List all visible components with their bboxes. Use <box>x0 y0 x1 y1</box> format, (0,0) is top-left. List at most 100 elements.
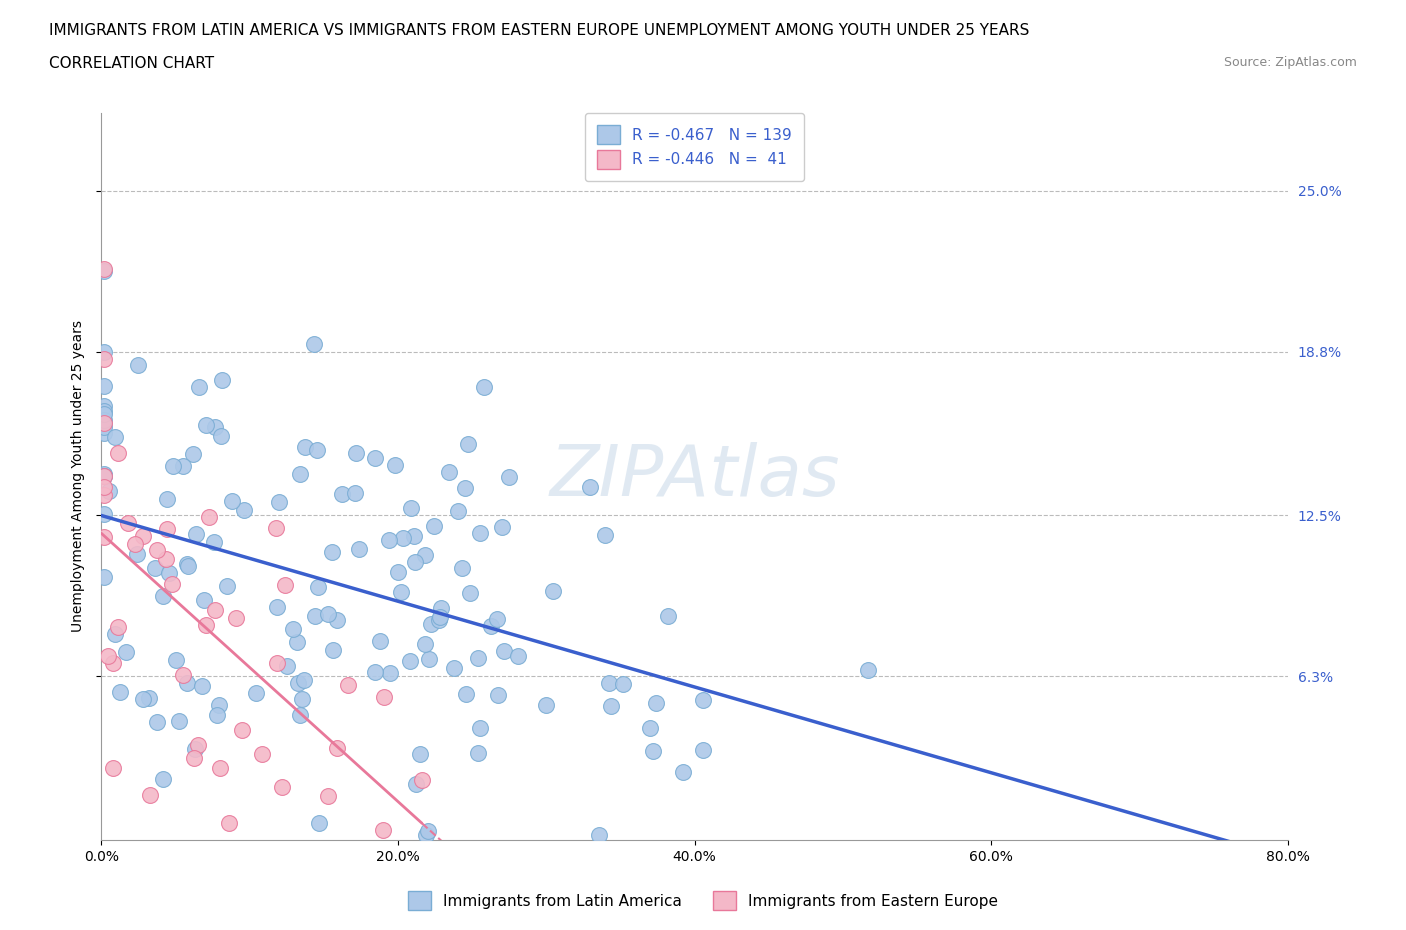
Point <box>132 692 155 707</box>
Point <box>209 429 232 444</box>
Point <box>318 607 340 622</box>
Point <box>491 519 513 534</box>
Point <box>266 656 288 671</box>
Point <box>231 723 253 737</box>
Point <box>285 634 308 649</box>
Point <box>93 507 115 522</box>
Point <box>384 458 406 472</box>
Point <box>322 643 344 658</box>
Point <box>187 737 209 752</box>
Point <box>373 690 395 705</box>
Point <box>204 603 226 618</box>
Point <box>672 765 695 780</box>
Point <box>378 533 401 548</box>
Point <box>93 263 115 278</box>
Point <box>93 479 115 494</box>
Text: IMMIGRANTS FROM LATIN AMERICA VS IMMIGRANTS FROM EASTERN EUROPE UNEMPLOYMENT AMO: IMMIGRANTS FROM LATIN AMERICA VS IMMIGRA… <box>49 23 1029 38</box>
Point <box>454 686 477 701</box>
Point <box>443 660 465 675</box>
Point <box>692 692 714 707</box>
Point <box>416 823 439 838</box>
Point <box>198 510 221 525</box>
Point <box>195 618 218 632</box>
Point <box>308 816 330 830</box>
Point <box>93 466 115 481</box>
Point <box>657 609 679 624</box>
Point <box>371 823 394 838</box>
Point <box>193 592 215 607</box>
Point <box>307 579 329 594</box>
Point <box>177 558 200 573</box>
Point <box>485 611 508 626</box>
Point <box>291 692 314 707</box>
Point <box>204 419 226 434</box>
Point <box>156 491 179 506</box>
Point <box>97 484 120 498</box>
Point <box>146 543 169 558</box>
Point <box>541 583 564 598</box>
Point <box>321 545 343 560</box>
Point <box>415 636 437 651</box>
Point <box>101 760 124 775</box>
Point <box>343 485 366 500</box>
Point <box>202 534 225 549</box>
Point <box>191 679 214 694</box>
Point <box>266 599 288 614</box>
Point <box>498 470 520 485</box>
Point <box>181 446 204 461</box>
Point <box>392 530 415 545</box>
Point <box>294 440 316 455</box>
Point <box>645 695 668 710</box>
Point <box>93 352 115 366</box>
Point <box>409 747 432 762</box>
Text: ZIPAtlas: ZIPAtlas <box>550 442 839 511</box>
Point <box>93 469 115 484</box>
Point <box>152 589 174 604</box>
Point <box>103 656 125 671</box>
Point <box>856 663 879 678</box>
Point <box>402 529 425 544</box>
Point <box>194 418 217 432</box>
Point <box>451 560 474 575</box>
Point <box>447 503 470 518</box>
Point <box>165 653 187 668</box>
Point <box>486 687 509 702</box>
Point <box>183 751 205 765</box>
Point <box>93 344 115 359</box>
Point <box>93 469 115 484</box>
Point <box>292 673 315 688</box>
Point <box>330 486 353 501</box>
Point <box>176 675 198 690</box>
Point <box>267 494 290 509</box>
Point <box>184 527 207 542</box>
Point <box>208 698 231 712</box>
Point <box>389 585 412 600</box>
Point <box>411 773 433 788</box>
Point <box>107 446 129 461</box>
Point <box>264 520 287 535</box>
Point <box>692 743 714 758</box>
Point <box>107 619 129 634</box>
Point <box>93 413 115 428</box>
Point <box>104 430 127 445</box>
Point <box>326 741 349 756</box>
Point <box>598 675 620 690</box>
Point <box>534 698 557 712</box>
Point <box>252 747 274 762</box>
Point <box>274 578 297 592</box>
Point <box>184 742 207 757</box>
Point <box>347 542 370 557</box>
Point <box>641 744 664 759</box>
Point <box>138 691 160 706</box>
Point <box>418 652 440 667</box>
Point <box>160 577 183 591</box>
Point <box>399 654 422 669</box>
Point <box>93 569 115 584</box>
Point <box>93 416 115 431</box>
Legend: R = -0.467   N = 139, R = -0.446   N =  41: R = -0.467 N = 139, R = -0.446 N = 41 <box>585 113 804 180</box>
Point <box>93 419 115 434</box>
Point <box>413 548 436 563</box>
Point <box>152 771 174 786</box>
Point <box>215 578 238 593</box>
Point <box>318 789 340 804</box>
